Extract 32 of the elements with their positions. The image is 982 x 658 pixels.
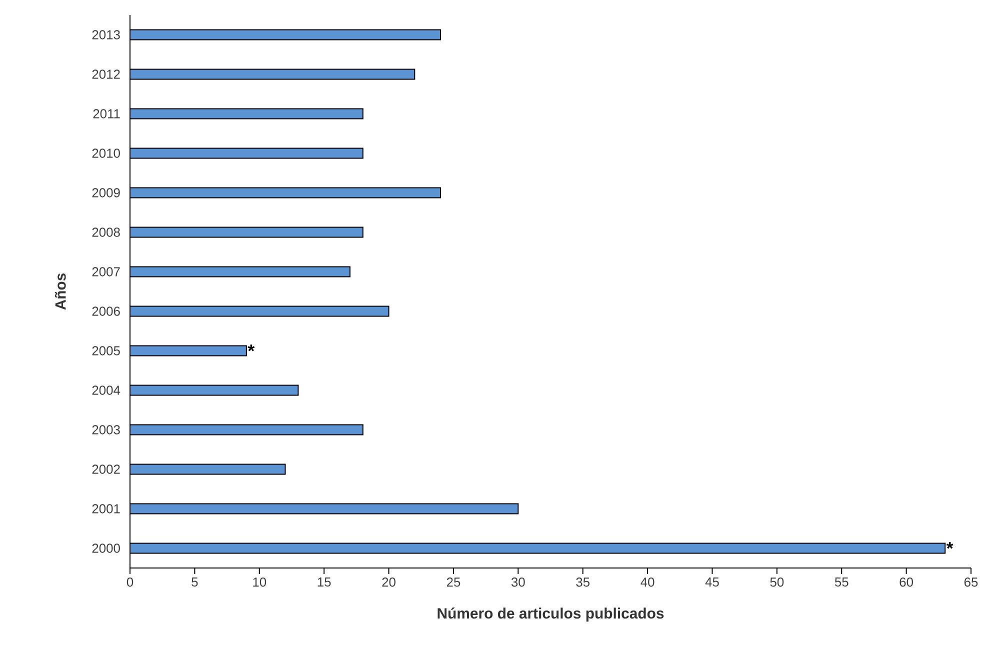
annotation: * (248, 344, 255, 352)
y-tick-label: 2000 (92, 544, 120, 553)
x-tick-label: 55 (834, 578, 848, 587)
y-tick-label: 2003 (92, 425, 120, 434)
x-tick-label: 10 (253, 578, 266, 587)
x-tick-label: 25 (446, 578, 460, 587)
y-tick-label: 2011 (93, 109, 120, 118)
y-tick-label: 2009 (92, 188, 120, 198)
y-tick-label: 2005 (92, 346, 120, 356)
x-tick-label: 0 (126, 578, 134, 587)
x-tick-label: 60 (900, 578, 914, 587)
x-tick-label: 20 (382, 578, 396, 587)
x-tick-label: 40 (640, 578, 654, 587)
y-tick-label: 2012 (92, 70, 120, 79)
y-tick-label: 2007 (92, 267, 120, 276)
x-tick-label: 5 (192, 578, 198, 587)
y-axis-title: Años (54, 273, 66, 310)
x-tick-label: 65 (964, 578, 978, 587)
y-tick-label: 2010 (92, 148, 120, 158)
y-tick-label: 2013 (92, 30, 120, 40)
y-tick-label: 2006 (92, 306, 120, 316)
x-tick-label: 35 (576, 578, 590, 587)
y-tick-label: 2008 (92, 228, 120, 237)
x-tick-label: 50 (770, 578, 784, 587)
y-tick-label: 2001 (92, 504, 120, 514)
y-tick-label: 2002 (92, 464, 120, 474)
annotation: * (946, 542, 954, 549)
x-tick-label: 30 (511, 578, 525, 587)
x-tick-label: 45 (705, 578, 719, 587)
x-axis-title: Número de articulos publicados (438, 608, 664, 622)
y-tick-label: 2004 (92, 386, 120, 395)
x-tick-label: 15 (318, 578, 331, 587)
